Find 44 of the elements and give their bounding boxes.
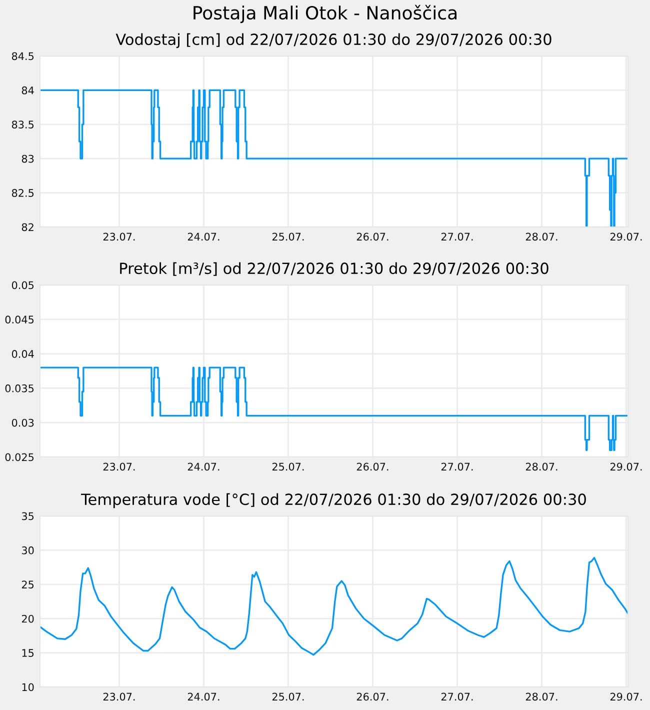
x-tick-label: 27.07. [441,462,473,471]
y-tick-label: 0.05 [12,281,34,290]
chart-title: Pretok [m³/s] od 22/07/2026 01:30 do 29/07/2026 00:30 [120,262,548,276]
x-tick-label: 25.07. [272,462,304,471]
y-tick-label: 84 [22,86,34,94]
x-tick-label: 29.07. [610,232,642,241]
x-tick-label: 26.07. [356,232,388,241]
y-tick-label: 83.5 [12,120,34,129]
line-series [40,556,628,656]
x-tick-label: 27.07. [441,692,473,701]
y-tick-label: 25 [22,580,34,589]
y-tick-label: 0.045 [5,316,34,324]
x-tick-label: 24.07. [188,692,220,701]
y-tick-label: 15 [22,649,34,657]
x-tick-label: 23.07. [103,462,135,471]
y-tick-label: 0.025 [5,453,34,462]
chart-title: Temperatura vode [°C] od 22/07/2026 01:30 do 29/07/2026 00:30 [81,493,586,508]
y-tick-label: 82 [22,223,34,232]
y-tick-label: 82.5 [12,189,34,197]
x-tick-label: 25.07. [272,692,304,701]
y-tick-label: 0.035 [5,384,34,392]
x-tick-label: 25.07. [272,232,304,241]
x-tick-label: 26.07. [356,692,388,701]
x-tick-label: 27.07. [441,232,473,241]
y-tick-label: 0.04 [12,350,34,358]
x-tick-label: 24.07. [188,232,220,241]
x-tick-label: 28.07. [526,232,558,241]
y-tick-label: 83 [22,154,34,163]
x-tick-label: 29.07. [610,692,642,701]
x-tick-label: 23.07. [103,232,135,241]
x-tick-label: 24.07. [188,462,220,471]
x-tick-label: 28.07. [526,462,558,471]
y-tick-label: 35 [22,512,34,520]
y-tick-label: 30 [22,546,34,554]
x-tick-label: 26.07. [356,462,388,471]
y-tick-label: 84.5 [12,52,34,60]
chart-subtitle: Vodostaj [cm] od 22/07/2026 01:30 do 29/07/2026 00:30 [116,33,552,48]
y-tick-label: 20 [22,614,34,623]
x-tick-label: 28.07. [526,692,558,701]
x-tick-label: 23.07. [103,692,135,701]
y-tick-label: 0.03 [12,418,34,427]
x-tick-label: 29.07. [610,462,642,471]
y-tick-label: 10 [22,683,34,692]
chart-title: Postaja Mali Otok - Nanoščica [194,4,456,24]
